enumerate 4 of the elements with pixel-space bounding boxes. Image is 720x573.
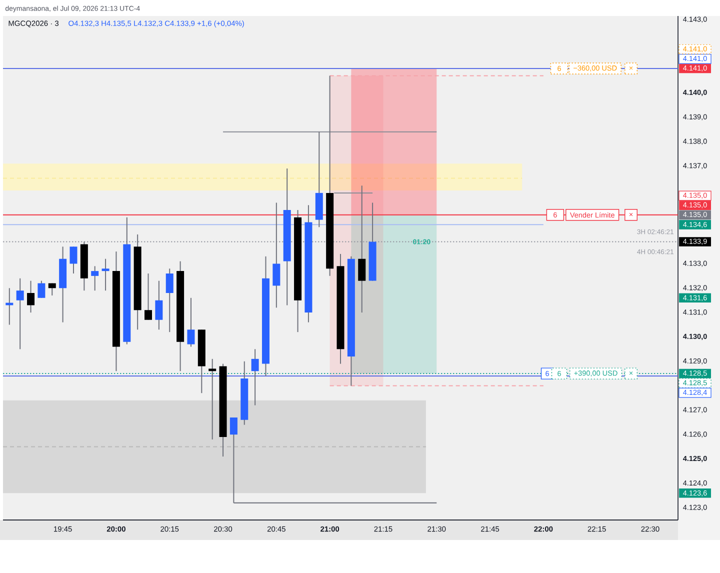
candlestick xyxy=(91,266,99,292)
candlestick xyxy=(208,358,216,440)
candlestick xyxy=(16,278,24,350)
candlestick xyxy=(102,258,110,292)
